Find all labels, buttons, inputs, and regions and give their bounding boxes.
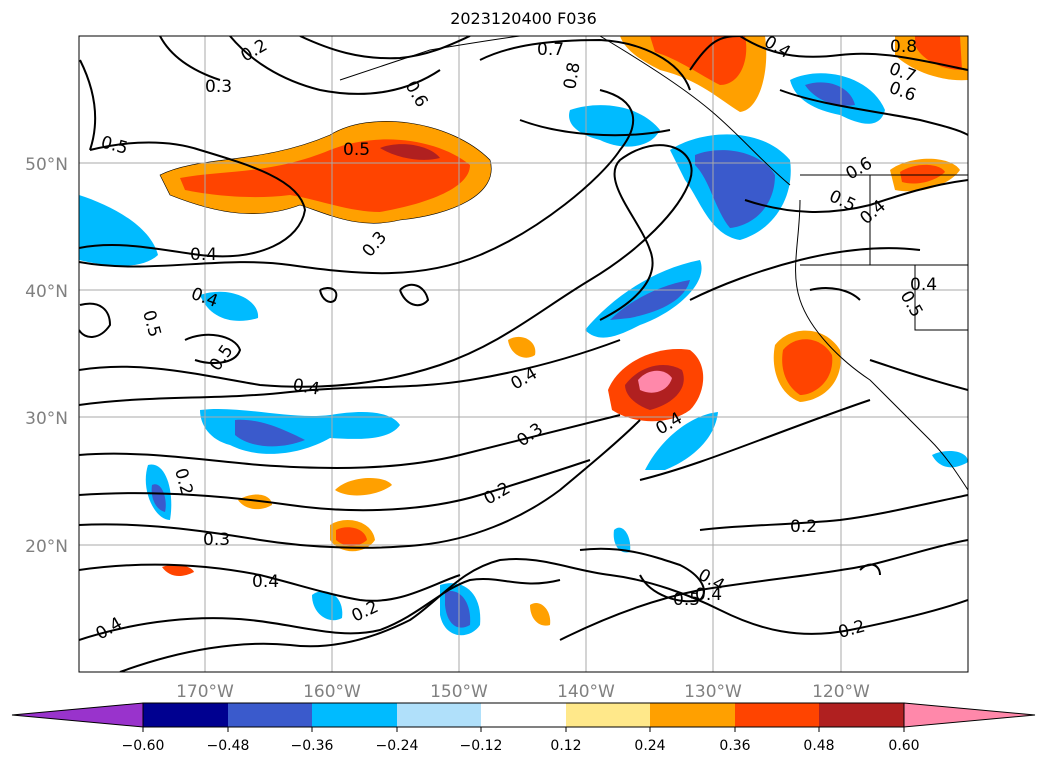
colorbar-tick: −0.60 [122, 738, 165, 754]
colorbar-tick: 0.48 [803, 738, 834, 754]
contour-label: 0.2 [170, 466, 196, 497]
positive-anomaly [530, 602, 551, 626]
colorbar-extend-high [903, 702, 1036, 728]
positive-anomaly [650, 36, 747, 85]
colorbar-segment [566, 703, 650, 727]
shaded-fields [79, 36, 968, 636]
negative-anomaly [79, 195, 158, 266]
lon-label: 120°W [812, 682, 870, 702]
contour-label: 0.6 [401, 78, 432, 111]
contour-label: 0.7 [537, 40, 564, 60]
lon-label: 130°W [684, 682, 742, 702]
lat-label: 40°N [25, 282, 68, 302]
positive-anomaly [180, 139, 470, 212]
contour-label: 0.3 [359, 228, 392, 262]
contour-label: 0.8 [890, 37, 917, 57]
contour-label: 0.5 [99, 133, 130, 159]
contour-label: 0.4 [93, 613, 126, 644]
positive-anomaly [782, 339, 833, 395]
lat-label: 30°N [25, 409, 68, 429]
map-frame [78, 35, 969, 673]
colorbar: −0.60 −0.48 −0.36 −0.24 −0.12 0.12 0.24 … [11, 702, 1036, 754]
coastlines [339, 36, 968, 491]
positive-anomaly [162, 564, 194, 577]
negative-anomaly [645, 412, 718, 470]
negative-anomaly [613, 527, 631, 553]
contour-label: 0.4 [695, 585, 722, 605]
colorbar-segment [228, 703, 312, 727]
positive-anomaly [380, 144, 440, 160]
positive-anomaly [638, 370, 672, 393]
colorbar-tick: −0.12 [460, 738, 503, 754]
colorbar-tick: −0.36 [291, 738, 334, 754]
latitude-labels: 50°N 40°N 30°N 20°N [25, 155, 68, 557]
negative-anomaly [200, 291, 259, 321]
contour-label: 0.5 [673, 590, 700, 610]
colorbar-segment [819, 703, 904, 727]
negative-anomaly [151, 484, 166, 512]
gridlines [79, 36, 968, 672]
colorbar-tick: −0.24 [376, 738, 419, 754]
negative-anomaly [445, 590, 471, 628]
contour-label: 0.5 [206, 341, 238, 375]
colorbar-segment [143, 703, 228, 727]
colorbar-segment [650, 703, 735, 727]
negative-anomaly [569, 105, 660, 147]
positive-anomaly [335, 478, 392, 496]
positive-anomaly [508, 336, 536, 358]
contour-label: 0.6 [886, 78, 918, 106]
negative-anomaly [200, 408, 400, 454]
colorbar-tick: 0.12 [550, 738, 581, 754]
contour-label: 0.4 [508, 363, 541, 394]
colorbar-segment [312, 703, 397, 727]
colorbar-segment [735, 703, 819, 727]
contour-label: 0.2 [481, 478, 514, 509]
lon-label: 140°W [557, 682, 615, 702]
contour-label: 0.3 [205, 77, 232, 97]
contour-label: 0.5 [138, 308, 164, 339]
negative-anomaly [932, 450, 968, 468]
negative-anomaly [805, 82, 855, 106]
lon-label: 150°W [430, 682, 488, 702]
contour-label: 0.2 [790, 517, 817, 537]
negative-anomaly [695, 150, 775, 228]
contour-label: 0.4 [252, 572, 279, 592]
lat-label: 20°N [25, 537, 68, 557]
contour-label: 0.5 [343, 140, 370, 160]
lon-label: 160°W [303, 682, 361, 702]
contour-lines [79, 36, 968, 672]
colorbar-tick: −0.48 [207, 738, 250, 754]
colorbar-segment [481, 703, 566, 727]
contour-label: 0.8 [560, 61, 584, 91]
colorbar-extend-low [11, 702, 144, 728]
contour-label: 0.4 [910, 275, 937, 295]
colorbar-segment [397, 703, 481, 727]
colorbar-tick: 0.24 [634, 738, 665, 754]
lat-label: 50°N [25, 155, 68, 175]
positive-anomaly [915, 36, 962, 70]
contour-label: 0.6 [843, 153, 876, 184]
colorbar-tick: 0.36 [719, 738, 750, 754]
contour-label: 0.4 [190, 245, 217, 265]
lon-label: 170°W [176, 682, 234, 702]
positive-anomaly [336, 527, 367, 546]
contour-label: 0.3 [203, 530, 230, 550]
contour-label: 0.3 [513, 419, 547, 451]
negative-anomaly [235, 419, 305, 447]
contour-label: 0.2 [238, 35, 271, 66]
contour-label: 0.4 [291, 375, 321, 399]
longitude-labels: 170°W 160°W 150°W 140°W 130°W 120°W [176, 682, 870, 702]
colorbar-tick: 0.60 [888, 738, 919, 754]
positive-anomaly [238, 494, 272, 510]
map-title: 2023120400 F036 [450, 9, 597, 28]
negative-anomaly [312, 591, 343, 621]
positive-anomaly [900, 164, 945, 184]
